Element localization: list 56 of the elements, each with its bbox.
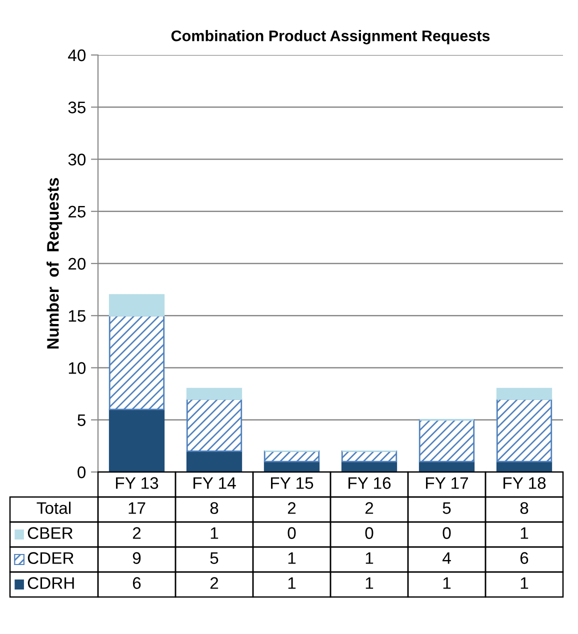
data-label: 0 xyxy=(365,527,374,539)
legend-label: CDRH xyxy=(28,577,74,589)
x-tick-label: FY 13 xyxy=(116,477,158,489)
data-label: 1 xyxy=(520,577,528,589)
y-tick-label: 25 xyxy=(68,206,86,218)
data-label: 0 xyxy=(288,527,296,539)
legend-label: CDER xyxy=(28,552,74,564)
total-label: 8 xyxy=(210,502,218,514)
x-tick-label: FY 15 xyxy=(271,477,314,489)
data-label: 9 xyxy=(132,552,141,564)
legend-label: CBER xyxy=(28,527,73,539)
total-label: 17 xyxy=(128,502,146,514)
data-label: 2 xyxy=(210,577,218,589)
bar xyxy=(186,388,242,400)
x-tick-label: FY 16 xyxy=(348,477,391,489)
data-label: 1 xyxy=(210,527,218,539)
bar xyxy=(341,450,398,462)
y-tick-label: 0 xyxy=(78,466,86,478)
bar xyxy=(186,450,242,472)
y-tick-label: 5 xyxy=(78,414,86,426)
data-label: 5 xyxy=(210,552,218,564)
bar xyxy=(264,450,320,462)
x-tick-label: FY 17 xyxy=(426,477,468,489)
x-tick-label: FY 14 xyxy=(194,477,236,489)
data-label: 1 xyxy=(520,527,528,539)
data-label: 2 xyxy=(132,527,141,539)
data-label: 1 xyxy=(288,552,296,564)
bar xyxy=(186,398,242,452)
total-label: 2 xyxy=(288,502,296,514)
text: Total xyxy=(36,502,70,514)
data-label: 1 xyxy=(288,577,296,589)
bar xyxy=(108,408,165,472)
data-label: 1 xyxy=(366,577,374,589)
data-label: 4 xyxy=(442,552,451,564)
total-label: 5 xyxy=(442,502,451,514)
bar xyxy=(496,388,552,400)
y-tick-label: 20 xyxy=(68,258,86,270)
bar xyxy=(108,294,165,316)
total-label: 8 xyxy=(520,502,528,514)
y-tick-label: 35 xyxy=(68,102,86,114)
bar xyxy=(108,314,165,410)
bar xyxy=(418,419,475,462)
bar xyxy=(496,398,552,462)
data-label: 1 xyxy=(443,577,451,589)
x-tick-label: FY 18 xyxy=(504,477,546,489)
y-tick-label: 30 xyxy=(68,154,86,166)
total-label: 2 xyxy=(365,502,374,514)
data-label: 6 xyxy=(520,552,528,564)
y-tick-label: 15 xyxy=(68,310,86,322)
y-axis-title: Number of Requests xyxy=(46,178,62,349)
data-label: 1 xyxy=(366,552,374,564)
y-tick-label: 10 xyxy=(68,362,86,374)
y-tick-label: 40 xyxy=(68,49,86,62)
data-label: 0 xyxy=(442,527,451,539)
chart-title: Combination Product Assignment Requests xyxy=(171,30,490,44)
data-label: 6 xyxy=(132,577,141,589)
